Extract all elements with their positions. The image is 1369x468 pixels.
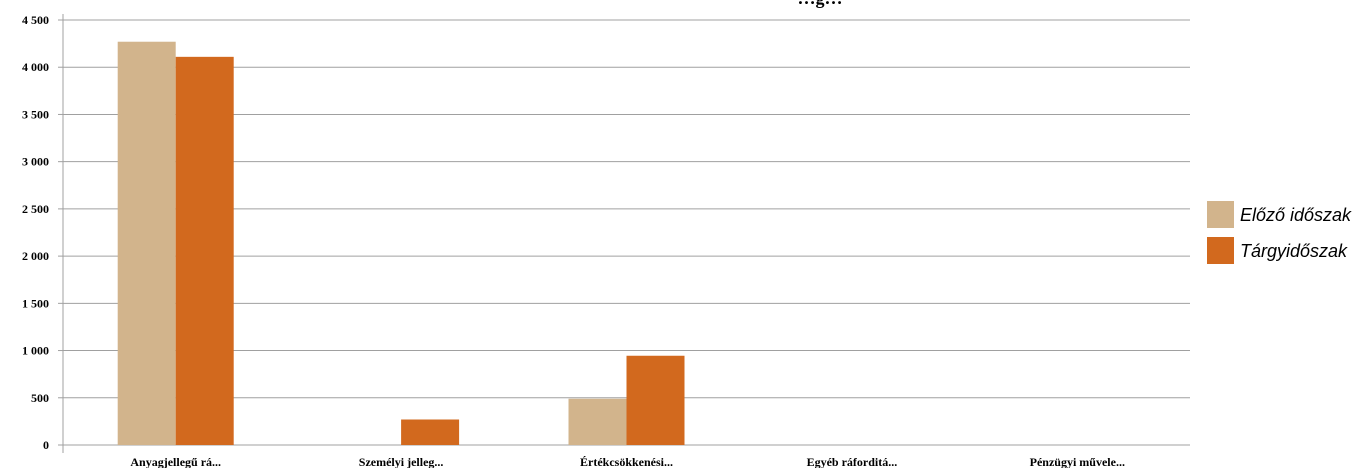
x-category-label: Pénzügyi művele...: [1030, 455, 1125, 468]
y-tick-label: 3 500: [22, 107, 49, 121]
x-category-label: Anyagjellegű rá...: [130, 455, 221, 468]
y-tick-label: 1 500: [22, 296, 49, 310]
x-category-label: Egyéb ráforditá...: [807, 455, 898, 468]
y-tick-label: 2 500: [22, 202, 49, 216]
bar: [175, 56, 234, 445]
legend-label: Tárgyidőszak: [1240, 241, 1348, 261]
y-tick-label: 1 000: [22, 344, 49, 358]
legend-swatch: [1207, 237, 1234, 264]
y-tick-label: 500: [31, 391, 49, 405]
bar: [401, 419, 460, 445]
chart-title: …g…: [798, 0, 843, 8]
legend-label: Előző időszak: [1240, 205, 1352, 225]
bar: [117, 41, 176, 445]
x-category-label: Értékcsökkenési...: [580, 455, 673, 468]
y-tick-label: 4 000: [22, 60, 49, 74]
bar: [626, 355, 685, 445]
bar: [568, 398, 627, 445]
y-tick-label: 3 000: [22, 155, 49, 169]
y-tick-label: 4 500: [22, 13, 49, 27]
y-tick-label: 2 000: [22, 249, 49, 263]
x-category-label: Személyi jelleg...: [359, 455, 444, 468]
y-tick-label: 0: [43, 438, 49, 452]
legend-swatch: [1207, 201, 1234, 228]
